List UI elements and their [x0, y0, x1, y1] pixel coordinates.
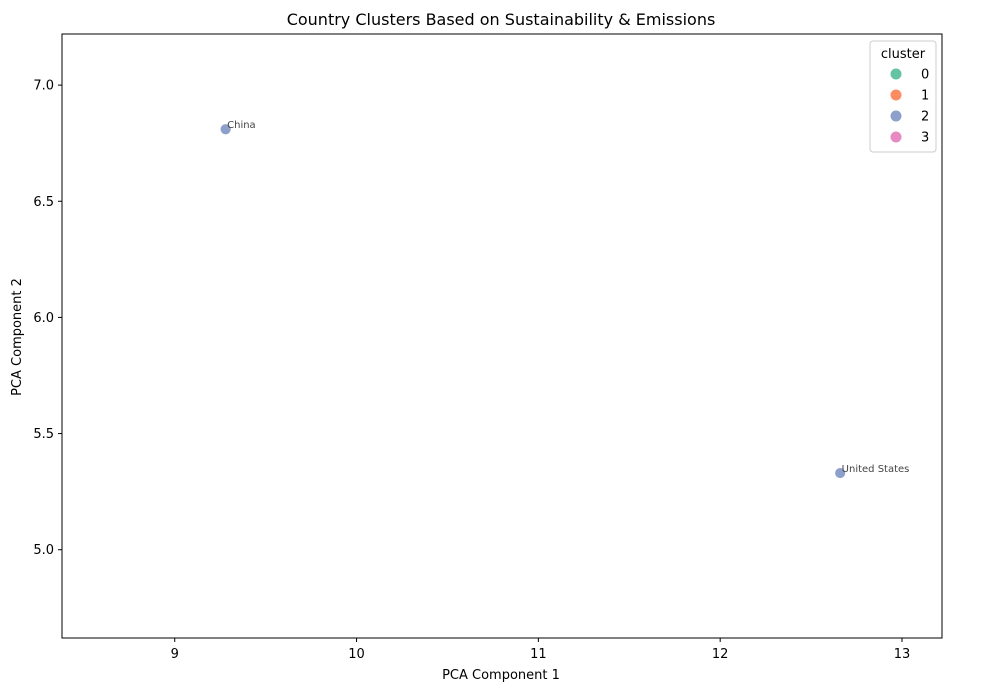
x-tick-label: 13: [894, 647, 911, 662]
y-tick-label: 6.0: [33, 311, 54, 326]
y-tick-label: 6.5: [33, 195, 54, 210]
legend-marker: [890, 89, 902, 101]
x-axis-label: PCA Component 1: [442, 668, 560, 683]
data-point: [834, 467, 847, 479]
legend-marker: [890, 131, 902, 143]
y-tick-label: 7.0: [33, 79, 54, 94]
y-axis-label: PCA Component 2: [10, 278, 25, 396]
data-point: [219, 123, 232, 136]
x-tick-label: 12: [712, 647, 729, 662]
legend-marker: [890, 110, 902, 122]
data-point-label: China: [227, 120, 256, 131]
y-tick-label: 5.0: [33, 543, 54, 558]
x-tick-label: 10: [348, 647, 365, 662]
chart-title: Country Clusters Based on Sustainability…: [287, 10, 716, 29]
legend-box: [869, 40, 937, 153]
x-tick-label: 11: [530, 647, 547, 662]
legend-label: 3: [921, 131, 929, 146]
y-tick-label: 5.5: [33, 427, 54, 442]
legend-title: cluster: [881, 47, 926, 62]
legend-label: 1: [921, 89, 929, 104]
legend-marker: [890, 68, 902, 80]
legend-label: 0: [921, 68, 929, 83]
plot-frame: [61, 33, 943, 639]
data-point-label: United States: [842, 464, 910, 475]
x-tick-label: 9: [171, 647, 179, 662]
legend-label: 2: [921, 110, 929, 125]
